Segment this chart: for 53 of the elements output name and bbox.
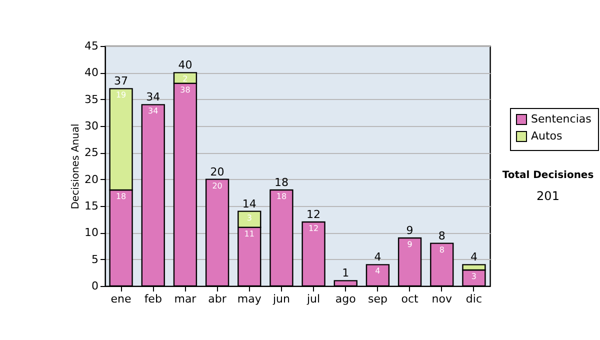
total-label: 4 (374, 250, 382, 264)
legend-label: Sentencias (531, 112, 592, 126)
data-label: 34 (148, 106, 158, 116)
x-tick-label: abr (208, 292, 227, 306)
text: Total Decisiones (501, 170, 595, 181)
total-label: 18 (274, 176, 288, 189)
x-tick-label: dic (466, 292, 482, 306)
data-label: 19 (116, 90, 126, 100)
total-label: 34 (146, 90, 160, 104)
data-label: 18 (276, 192, 287, 201)
x-tick-label: ago (335, 292, 356, 306)
data-label: 18 (116, 192, 126, 201)
total-label: 14 (242, 197, 256, 210)
x-tick-label: mar (174, 292, 197, 306)
data-label: 3 (246, 213, 252, 222)
x-tick-label: jun (272, 292, 290, 306)
data-label: 4 (375, 266, 380, 276)
x-tick-label: may (237, 292, 262, 306)
y-tick-label: 35 (84, 92, 98, 106)
data-label: 8 (439, 245, 444, 254)
total-label: 37 (114, 74, 128, 88)
y-tick-label: 40 (84, 66, 98, 80)
legend-label: Autos (531, 130, 563, 142)
total-label: 1 (342, 266, 350, 280)
total-label: 40 (178, 58, 192, 72)
data-label: 11 (244, 229, 254, 238)
total-label: 20 (210, 165, 224, 178)
data-label: 38 (180, 85, 190, 94)
y-tick-label: 45 (84, 40, 98, 52)
y-axis-title: Decisiones Anual (70, 124, 82, 210)
x-tick-label: oct (401, 292, 420, 306)
y-tick-label: 20 (84, 172, 98, 186)
text: 201 (536, 189, 560, 203)
data-label: 12 (308, 224, 319, 233)
x-tick-label: sep (368, 292, 388, 306)
data-label: 9 (407, 240, 412, 249)
data-label: 20 (212, 181, 222, 190)
total-label: 4 (470, 250, 478, 264)
data-label: 2 (182, 74, 188, 84)
x-tick-label: jul (306, 292, 320, 306)
x-tick-label: ene (110, 292, 132, 306)
total-label: 8 (438, 229, 446, 242)
y-tick-label: 10 (84, 226, 98, 240)
y-tick-label: 5 (92, 252, 98, 266)
data-label: 3 (471, 272, 477, 281)
y-tick-label: 25 (84, 146, 98, 160)
y-tick-label: 0 (92, 280, 98, 292)
total-label: 9 (406, 224, 414, 237)
x-tick-label: feb (144, 292, 162, 306)
y-tick-label: 15 (84, 200, 98, 212)
x-tick-label: nov (432, 292, 452, 306)
total-label: 12 (306, 208, 321, 221)
y-tick-label: 30 (84, 120, 98, 132)
